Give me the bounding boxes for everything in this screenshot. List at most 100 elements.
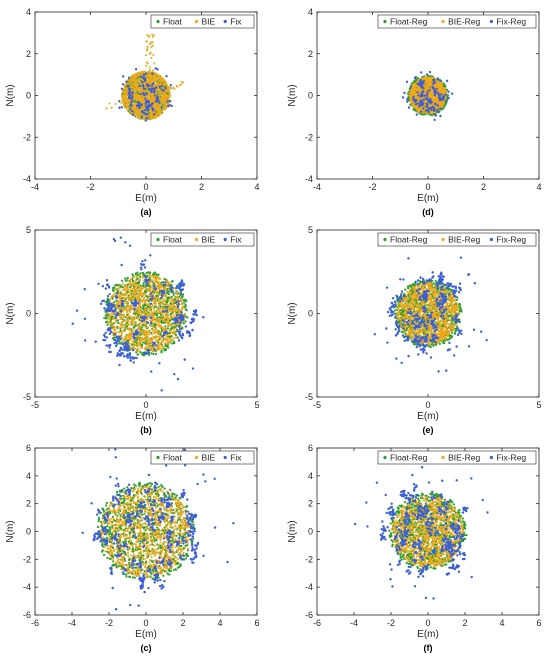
bie-point [154,332,157,335]
bie-point [145,311,148,314]
fix-point [132,332,135,336]
fix-point [133,337,136,340]
float-point [136,353,139,356]
fix-point [176,377,180,381]
bie-point [145,54,148,57]
fix-point [115,296,118,299]
fix-point [155,100,158,103]
fix-point [152,87,155,91]
fix-point [113,239,117,243]
fix-point [144,352,147,355]
float-point [117,565,120,568]
bie-point [122,296,125,299]
fix-point [180,280,183,284]
bie-point [165,105,168,108]
bie-point [157,287,160,290]
bie-point [139,320,142,323]
bie-point [120,326,123,329]
fix-point [75,309,79,312]
y-tick-label: 0 [26,91,31,101]
fix-point [141,80,144,84]
bie-point [172,316,175,319]
bie-point [143,301,146,304]
bie-point [135,112,138,115]
fix-point [144,119,147,122]
fix-point [144,259,147,262]
float-point [145,271,148,274]
bie-point [150,114,153,117]
bie-point [157,81,160,84]
fix-point [135,332,138,336]
bie-point [123,320,126,323]
bie-point [158,299,161,302]
float-point [148,272,152,275]
bie-point [119,318,122,321]
bie-point [167,307,170,310]
panel-label: (b) [140,425,152,435]
fix-point [120,263,123,267]
bie-point [127,288,130,291]
float-point [114,284,117,287]
float-point [173,341,176,345]
bie-point [140,287,143,290]
fix-point [102,333,106,337]
fix-point [127,345,130,348]
fix-point [164,331,168,335]
float-point [104,314,107,317]
bie-point [152,317,155,320]
bie-point [114,102,117,105]
fix-point [94,340,97,343]
fix-point [169,287,172,291]
fix-point [132,348,135,352]
fix-point [121,348,124,351]
bie-point [132,282,135,285]
bie-point [121,323,124,326]
float-point [124,279,128,282]
legend-label-3: Fix [230,17,242,27]
bie-point [154,105,157,108]
float-point [186,316,189,319]
float-point [174,568,178,571]
fix-point [118,338,122,341]
fix-point [150,90,153,94]
bie-point [132,323,135,326]
bie-point [133,93,136,96]
y-tick-label: -5 [23,392,31,402]
bie-point [155,325,158,328]
fix-point [174,321,177,325]
bie-point [159,324,162,327]
bie-point [144,324,147,327]
bie-point [123,106,126,109]
bie-point [137,294,140,297]
fix-point [175,300,178,304]
fix-point [150,103,153,107]
bie-point [167,299,170,302]
bie-point [170,331,173,334]
bie-point [136,350,139,353]
bie-point [164,313,167,316]
bie-point [134,89,137,92]
float-point [121,285,125,289]
y-axis-label: N(m) [5,84,16,106]
bie-point [132,342,135,345]
bie-point [120,313,123,316]
bie-point [180,297,183,300]
bie-point [146,45,149,48]
fix-point [156,95,159,98]
bie-point [137,109,140,112]
fix-point [111,306,114,309]
bie-point [127,314,130,317]
fix-point [120,299,124,303]
fix-point [103,307,106,310]
float-point [142,281,145,285]
bie-point [146,332,149,335]
fix-point [179,321,182,324]
bie-point [171,300,174,303]
bie-point [156,309,159,312]
bie-point [128,332,131,335]
bie-point [168,91,171,94]
bie-point [154,283,157,286]
bie-point [149,284,152,287]
bie-point [168,337,171,340]
float-point [123,499,126,502]
